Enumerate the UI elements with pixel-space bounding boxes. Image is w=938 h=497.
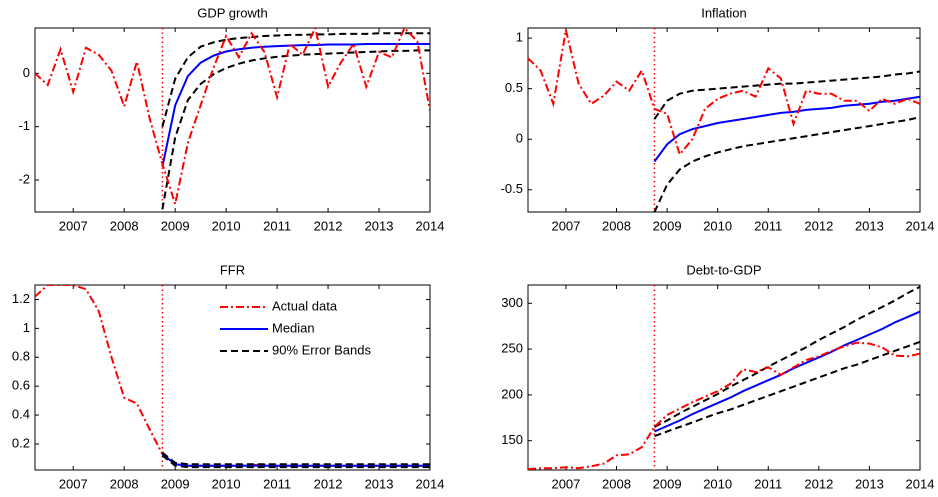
series-line — [161, 451, 430, 466]
x-tick-label: 2011 — [754, 476, 782, 491]
y-tick-label: 0.6 — [12, 378, 30, 393]
series-line — [654, 310, 920, 433]
plot-frame — [527, 27, 921, 213]
y-tick-label: 0.4 — [12, 407, 30, 422]
x-tick-label: 2008 — [602, 476, 631, 491]
x-tick-label: 2009 — [653, 218, 682, 233]
x-tick-label: 2010 — [212, 218, 241, 233]
x-tick-label: 2012 — [804, 218, 833, 233]
y-tick-label: 0 — [516, 131, 523, 146]
x-tick-label: 2009 — [653, 476, 682, 491]
x-tick-label: 2007 — [551, 476, 580, 491]
series-line — [35, 28, 430, 208]
x-tick-label: 2008 — [110, 476, 139, 491]
series-line — [528, 29, 920, 157]
x-tick-label: 2012 — [314, 476, 343, 491]
x-tick-label: 2011 — [263, 476, 291, 491]
y-tick-label: 1.2 — [12, 291, 30, 306]
y-tick-label: 0.5 — [505, 80, 523, 95]
series-line — [653, 70, 920, 120]
y-tick-label: 250 — [501, 341, 523, 356]
series-line — [528, 341, 920, 470]
series-line — [653, 116, 920, 212]
series-line — [161, 43, 430, 167]
y-tick-label: 200 — [501, 386, 523, 401]
x-tick-label: 2010 — [212, 476, 241, 491]
subplot-title: GDP growth — [197, 5, 268, 20]
x-tick-label: 2013 — [365, 218, 394, 233]
y-tick-label: -0.5 — [501, 181, 523, 196]
subplot: Inflation -0.5 0 0.5 1 2007 2008 2009 2010 2011 20… — [501, 5, 935, 233]
y-tick-label: 300 — [501, 295, 523, 310]
legend-label: Actual data — [272, 298, 338, 313]
x-tick-label: 2011 — [263, 218, 291, 233]
series-lines — [528, 29, 920, 212]
x-tick-label: 2013 — [855, 218, 884, 233]
x-tick-label: 2007 — [59, 476, 88, 491]
subplot: Debt-to-GDP 150 200 250 300 2007 2008 2009 2010 2… — [501, 262, 934, 491]
x-tick-label: 2014 — [906, 218, 935, 233]
y-tick-label: 1 — [23, 320, 30, 335]
y-tick-label: -1 — [18, 118, 30, 133]
legend-label: 90% Error Bands — [272, 342, 371, 357]
plot-frame — [527, 284, 921, 471]
x-tick-label: 2012 — [804, 476, 833, 491]
x-tick-label: 2009 — [161, 476, 190, 491]
series-line — [161, 454, 430, 469]
plot-frame — [34, 284, 431, 471]
series-line — [654, 285, 920, 428]
plot-frame — [34, 27, 431, 213]
x-tick-label: 2014 — [416, 476, 445, 491]
x-tick-label: 2013 — [365, 476, 394, 491]
x-tick-label: 2011 — [754, 218, 782, 233]
y-tick-label: 0.2 — [12, 435, 30, 450]
y-tick-label: 150 — [501, 432, 523, 447]
y-tick-label: 0 — [23, 65, 30, 80]
x-tick-label: 2012 — [314, 218, 343, 233]
x-tick-label: 2010 — [703, 476, 732, 491]
subplot-title: Debt-to-GDP — [686, 262, 761, 277]
series-line — [161, 32, 430, 127]
series-lines — [35, 285, 430, 469]
y-tick-label: 0.8 — [12, 349, 30, 364]
x-tick-label: 2013 — [855, 476, 884, 491]
x-tick-label: 2010 — [703, 218, 732, 233]
subplot: FFR 0.2 0.4 0.6 0.8 1 1.2 2007 2008 2009 2010 2011 2… — [12, 262, 445, 491]
x-tick-label: 2009 — [161, 218, 190, 233]
series-lines — [528, 285, 920, 470]
y-tick-label: -2 — [18, 171, 30, 186]
series-line — [653, 95, 920, 163]
x-tick-label: 2007 — [59, 218, 88, 233]
series-lines — [35, 28, 430, 210]
y-tick-label: 1 — [516, 30, 523, 45]
series-line — [654, 340, 920, 438]
series-line — [161, 453, 430, 467]
legend-label: Median — [272, 320, 315, 335]
series-line — [161, 49, 430, 210]
subplot-title: Inflation — [701, 5, 747, 20]
x-tick-label: 2008 — [110, 218, 139, 233]
x-tick-label: 2014 — [906, 476, 935, 491]
subplot: GDP growth -2 -1 0 2007 2008 2009 2010 2011 2012 2… — [18, 5, 444, 233]
x-tick-label: 2008 — [602, 218, 631, 233]
x-tick-label: 2007 — [551, 218, 580, 233]
subplot-title: FFR — [220, 262, 245, 277]
x-tick-label: 2014 — [416, 218, 445, 233]
